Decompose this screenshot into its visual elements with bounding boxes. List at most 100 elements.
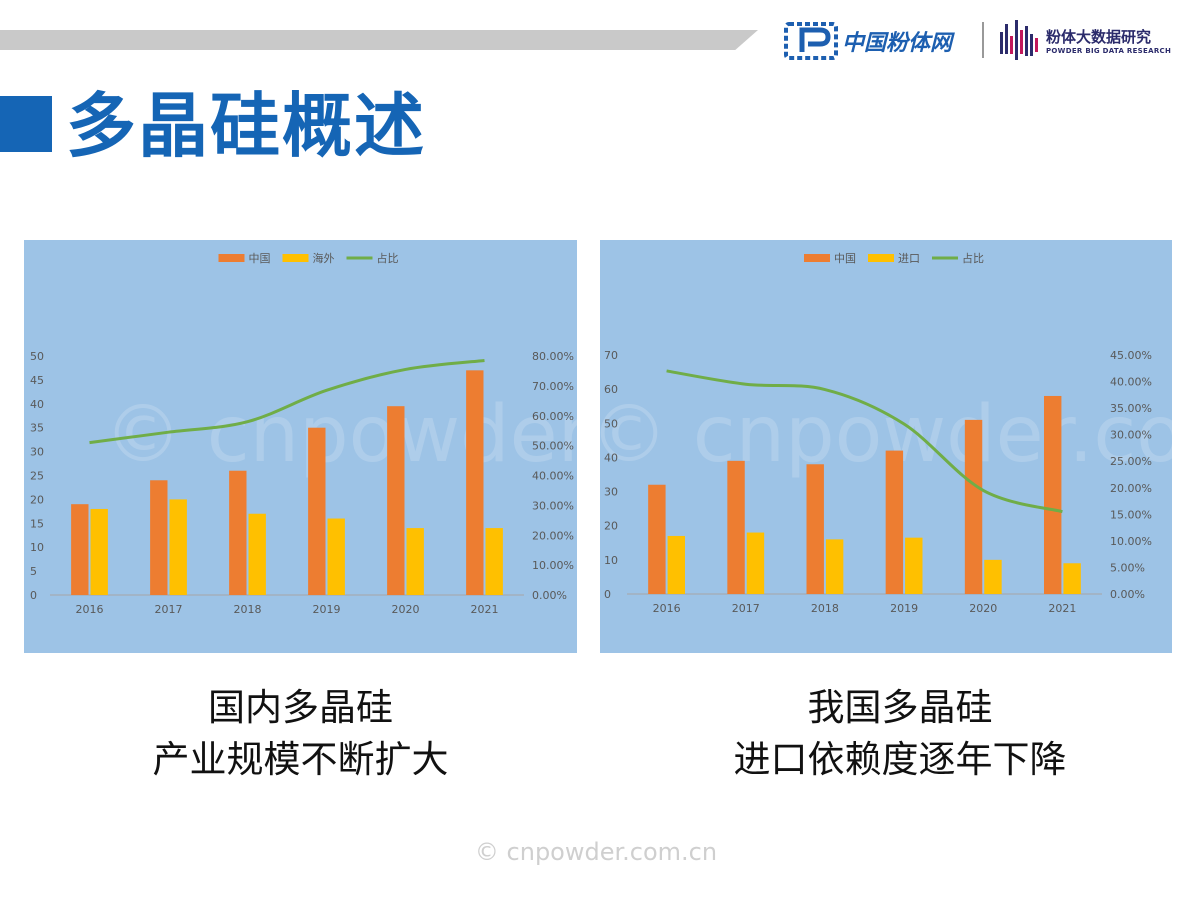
- y2-tick-label: 5.00%: [1110, 561, 1145, 574]
- legend-label: 中国: [249, 252, 271, 265]
- legend-swatch: [868, 254, 894, 262]
- domestic-scale-chart: 中国 海外 占比 0 5 10 15 20 25 30 35 40 45 50 0.00% 10.00% 20.…: [30, 251, 574, 616]
- y-tick-label: 10: [604, 554, 618, 567]
- y-tick-label: 0: [30, 589, 37, 602]
- powder-big-data-logo[interactable]: 粉体大数据研究 POWDER BIG DATA RESEARCH: [998, 18, 1171, 62]
- cnpowder-logo-icon: [784, 22, 838, 60]
- caption-line-1: 国内多晶硅: [208, 686, 393, 729]
- bar: [150, 480, 168, 595]
- y-tick-label: 40: [30, 398, 44, 411]
- y2-tick-label: 10.00%: [532, 559, 574, 572]
- x-tick-label: 2018: [234, 603, 262, 616]
- y2-tick-label: 70.00%: [532, 380, 574, 393]
- x-tick-label: 2017: [155, 603, 183, 616]
- bar: [667, 535, 685, 594]
- x-tick-label: 2021: [1048, 602, 1076, 615]
- x-tick-label: 2016: [76, 603, 104, 616]
- x-tick-label: 2020: [969, 602, 997, 615]
- bar: [727, 460, 745, 594]
- legend-label: 占比: [962, 251, 984, 265]
- x-tick-label: 2020: [392, 603, 420, 616]
- x-tick-label: 2018: [811, 602, 839, 615]
- bar: [248, 513, 266, 595]
- y2-tick-label: 80.00%: [532, 350, 574, 363]
- caption-line-1: 我国多晶硅: [807, 686, 993, 729]
- y-tick-label: 20: [604, 520, 618, 533]
- y2-tick-label: 50.00%: [532, 440, 574, 453]
- y2-tick-label: 60.00%: [532, 410, 574, 423]
- page-title: 多晶硅概述: [66, 85, 426, 167]
- y2-tick-label: 0.00%: [532, 589, 567, 602]
- bar: [387, 406, 405, 595]
- y-tick-label: 30: [604, 486, 618, 499]
- x-tick-label: 2019: [313, 603, 341, 616]
- caption-line-2: 产业规模不断扩大: [152, 738, 449, 781]
- caption-line-2: 进口依赖度逐年下降: [733, 738, 1067, 781]
- y2-tick-label: 20.00%: [532, 529, 574, 542]
- logo2-en: POWDER BIG DATA RESEARCH: [1046, 46, 1172, 55]
- bar: [825, 539, 844, 594]
- legend-swatch: [282, 254, 309, 262]
- bar: [327, 518, 345, 595]
- y-tick-label: 10: [30, 541, 44, 554]
- bar-code-icon: [1000, 20, 1038, 60]
- cnpowder-logo-text: 中国粉体网: [842, 31, 953, 56]
- y-tick-label: 5: [30, 565, 37, 578]
- chart-panel-import: © cnpowder.com.cn 中国进口占比0102030405060700…: [590, 240, 1200, 653]
- share-line: [666, 369, 1063, 514]
- bar: [806, 464, 824, 594]
- y-tick-label: 45: [30, 374, 44, 387]
- bar: [71, 504, 89, 595]
- y-tick-label: 15: [30, 517, 44, 530]
- y2-tick-label: 30.00%: [1110, 429, 1152, 442]
- bar: [746, 532, 765, 594]
- y-tick-label: 0: [604, 588, 611, 601]
- bar: [648, 484, 666, 594]
- y-tick-label: 50: [604, 417, 618, 430]
- y2-tick-label: 45.00%: [1110, 349, 1152, 362]
- bar: [964, 419, 983, 594]
- x-tick-label: 2016: [653, 602, 681, 615]
- bar: [406, 528, 424, 595]
- bar: [308, 427, 326, 595]
- y-tick-label: 25: [30, 470, 44, 483]
- x-tick-label: 2021: [471, 603, 499, 616]
- y2-tick-label: 25.00%: [1110, 455, 1152, 468]
- bar: [1063, 563, 1081, 594]
- header-bar: [0, 30, 758, 50]
- bar: [905, 537, 923, 594]
- legend-label: 中国: [834, 252, 856, 265]
- bar: [229, 470, 247, 595]
- x-tick-label: 2019: [890, 602, 918, 615]
- bar: [90, 508, 108, 595]
- y2-tick-label: 30.00%: [532, 499, 574, 512]
- chart-panel-domestic: © cnpowder.com.cn 中国 海外 占比 0 5 10 15 20 25 30 35 40…: [24, 240, 891, 653]
- legend-swatch: [804, 254, 830, 262]
- caption-domestic: 国内多晶硅 产业规模不断扩大: [24, 682, 577, 786]
- y-tick-label: 70: [604, 349, 618, 362]
- y-tick-label: 20: [30, 493, 44, 506]
- y-tick-label: 50: [30, 350, 44, 363]
- y-tick-label: 60: [604, 383, 618, 396]
- bar: [169, 499, 187, 595]
- cnpowder-logo[interactable]: 中国粉体网: [784, 20, 952, 62]
- legend-label: 进口: [898, 252, 920, 265]
- logo2-cn: 粉体大数据研究: [1046, 27, 1152, 46]
- legend-label: 海外: [313, 251, 335, 265]
- y-tick-label: 35: [30, 422, 44, 435]
- y2-tick-label: 40.00%: [532, 470, 574, 483]
- y2-tick-label: 10.00%: [1110, 535, 1152, 548]
- bar: [885, 450, 904, 594]
- title-accent-block: [0, 96, 52, 152]
- bar: [1044, 395, 1062, 594]
- y2-tick-label: 35.00%: [1110, 402, 1152, 415]
- bar: [466, 370, 484, 595]
- y-tick-label: 30: [30, 446, 44, 459]
- share-line: [89, 358, 485, 445]
- caption-import: 我国多晶硅 进口依赖度逐年下降: [600, 682, 1200, 786]
- x-tick-label: 2017: [732, 602, 760, 615]
- logo-divider: [982, 22, 984, 58]
- y2-tick-label: 0.00%: [1110, 588, 1145, 601]
- legend-swatch: [218, 254, 245, 262]
- y2-tick-label: 20.00%: [1110, 482, 1152, 495]
